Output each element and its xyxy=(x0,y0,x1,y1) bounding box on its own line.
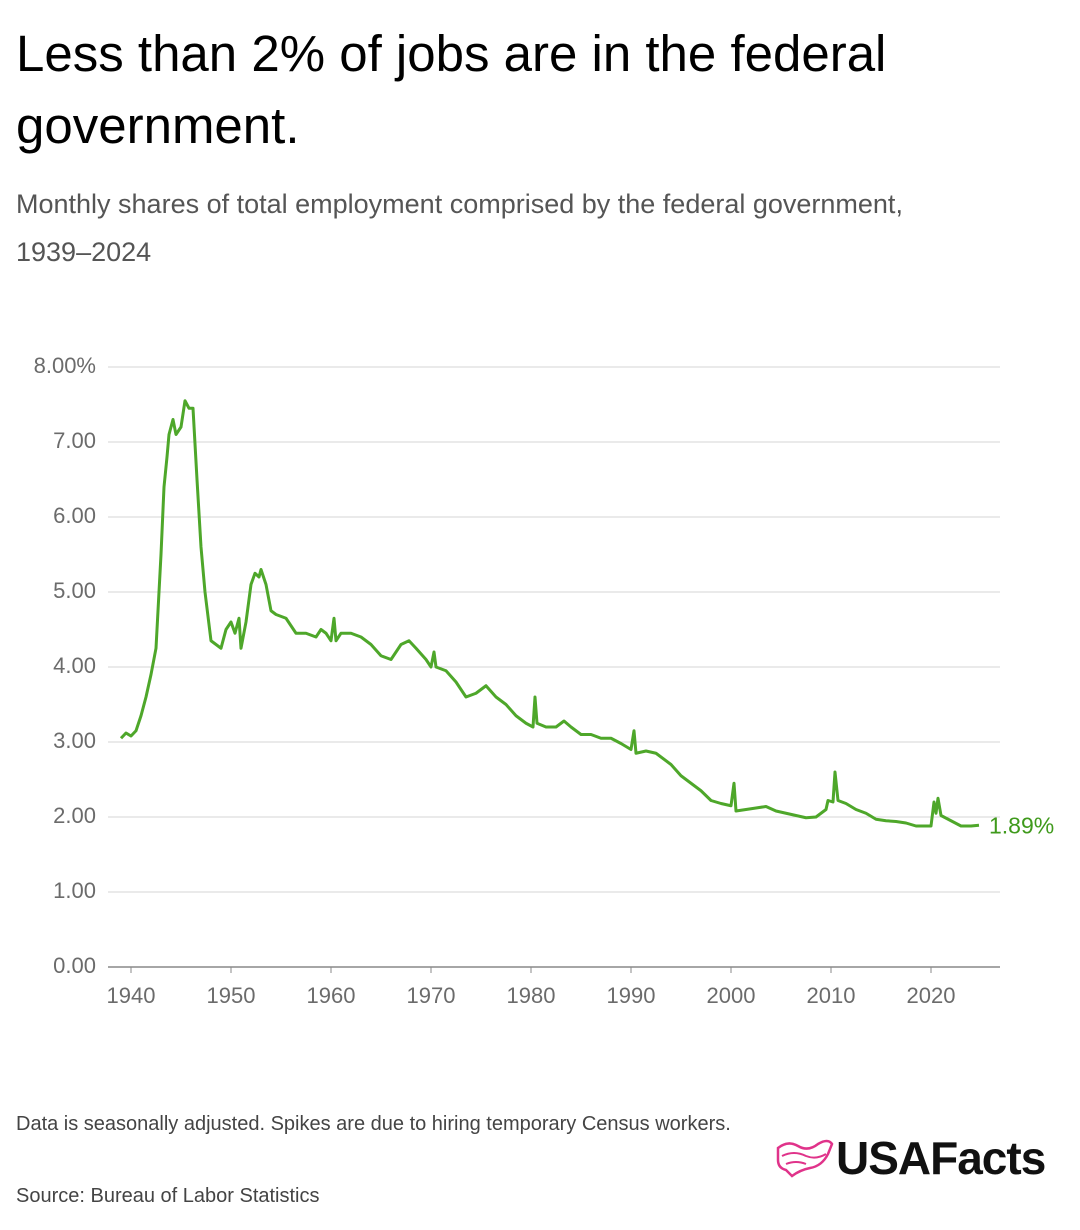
value-label: 1.89% xyxy=(989,812,1054,838)
y-tick-label: 4.00 xyxy=(53,653,96,678)
x-tick-label: 1970 xyxy=(407,983,456,1008)
y-tick-label: 6.00 xyxy=(53,503,96,528)
x-tick-label: 1990 xyxy=(607,983,656,1008)
y-tick-label: 8.00% xyxy=(34,353,96,378)
logo: USAFacts xyxy=(776,1132,1046,1184)
x-tick-label: 2000 xyxy=(707,983,756,1008)
logo-icon xyxy=(781,1152,827,1165)
x-tick-label: 2010 xyxy=(807,983,856,1008)
y-tick-label: 0.00 xyxy=(53,953,96,978)
logo-text: USAFacts xyxy=(836,1132,1045,1184)
line xyxy=(119,399,980,828)
x-tick-label: 1980 xyxy=(507,983,556,1008)
chart-subtitle: Monthly shares of total employment compr… xyxy=(16,189,903,267)
y-tick-label: 3.00 xyxy=(53,728,96,753)
y-tick-label: 7.00 xyxy=(53,428,96,453)
x-tick-label: 2020 xyxy=(907,983,956,1008)
source: Source: Bureau of Labor Statistics xyxy=(16,1185,320,1207)
x-tick-label: 1960 xyxy=(307,983,356,1008)
x-tick-label: 1950 xyxy=(207,983,256,1008)
chart-title: Less than 2% of jobs are in the federal … xyxy=(16,25,887,154)
logo-icon xyxy=(776,1139,834,1178)
y-tick-label: 1.00 xyxy=(53,878,96,903)
x-tick-label: 1940 xyxy=(107,983,156,1008)
footnote: Data is seasonally adjusted. Spikes are … xyxy=(16,1113,731,1135)
y-tick-label: 5.00 xyxy=(53,578,96,603)
y-tick-label: 2.00 xyxy=(53,803,96,828)
